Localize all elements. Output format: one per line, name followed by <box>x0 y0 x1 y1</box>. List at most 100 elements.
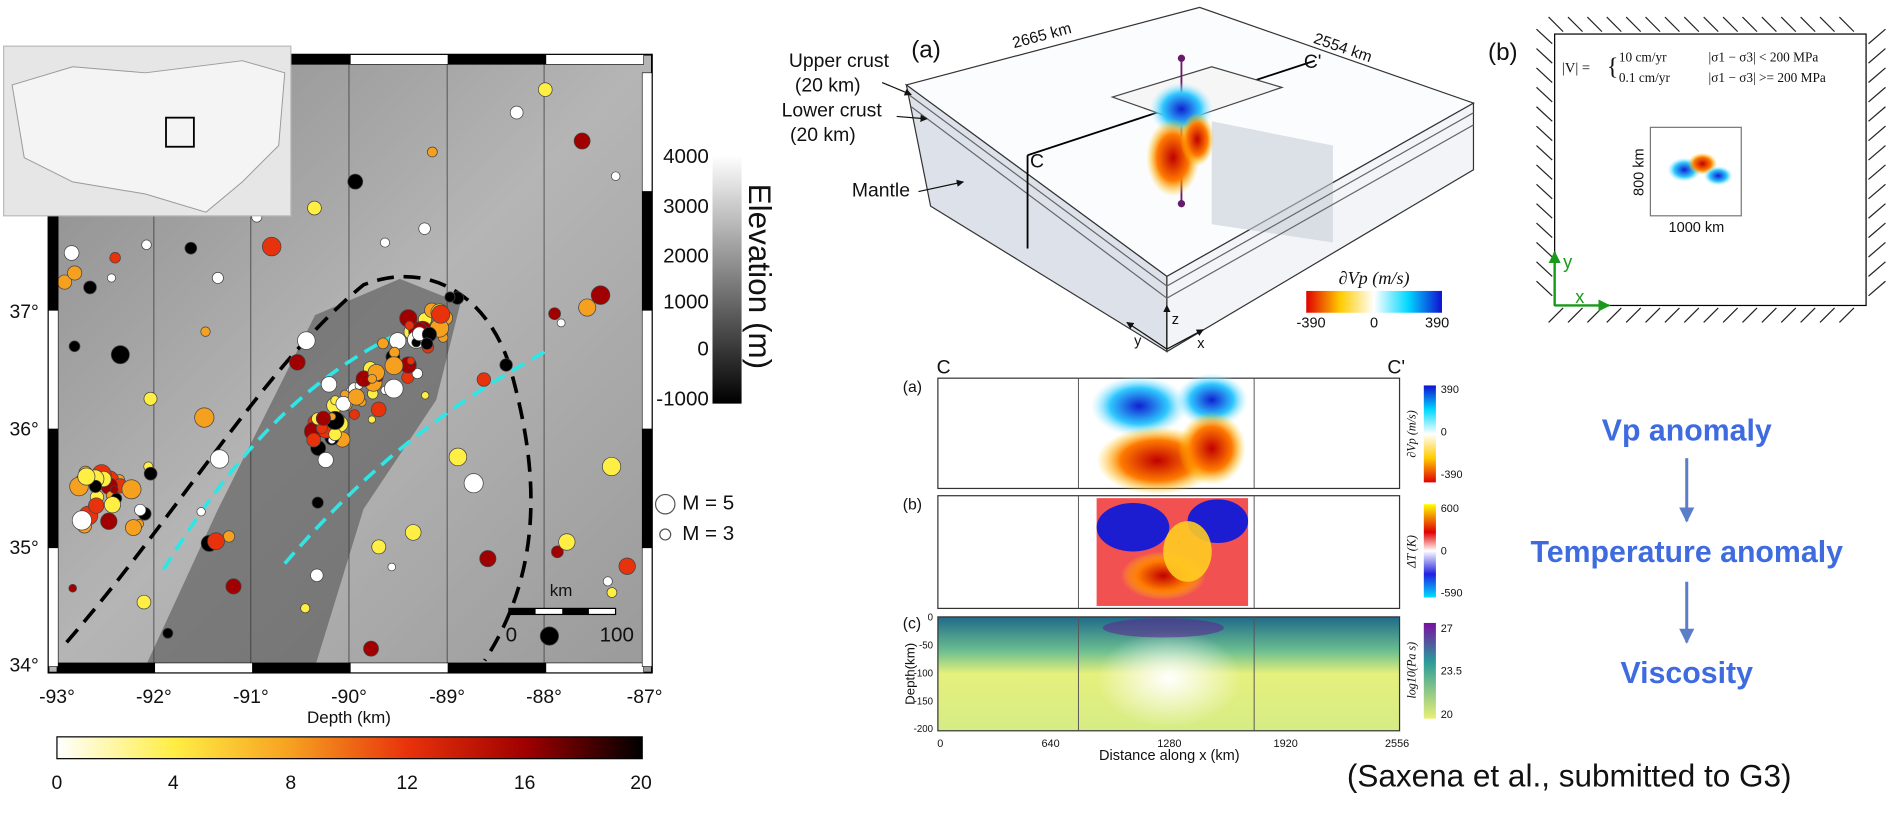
earthquake <box>509 105 524 120</box>
section-shadow <box>1211 121 1333 243</box>
boundary-arrow <box>1868 86 1886 103</box>
earthquake <box>209 449 230 469</box>
earthquake <box>421 391 430 400</box>
border-seg <box>252 662 351 673</box>
colorbar-tick: 0 <box>1441 545 1447 557</box>
earthquake <box>106 273 116 283</box>
earthquake <box>162 627 174 639</box>
inner-width: 1000 km <box>1669 220 1725 236</box>
depth-colorbar <box>56 736 643 760</box>
layer-label: (20 km) <box>790 124 856 146</box>
earthquake <box>143 466 158 481</box>
arrow <box>896 114 928 122</box>
earthquake <box>211 272 224 284</box>
depth-tick: 8 <box>285 772 296 794</box>
boundary-arrow <box>1536 222 1553 239</box>
earthquake <box>418 222 431 235</box>
border-seg <box>545 54 644 65</box>
formula: 10 cm/yr <box>1619 49 1667 64</box>
lon-tick: -93° <box>39 686 75 708</box>
earthquake <box>448 447 468 467</box>
boundary-arrow <box>1868 28 1886 45</box>
colorbar <box>1306 290 1442 313</box>
border-seg <box>56 662 156 673</box>
boundary-arrow <box>1800 16 1816 33</box>
anomaly-blob <box>1096 630 1243 728</box>
border-seg <box>447 54 547 65</box>
panel-label: (a) <box>903 379 922 396</box>
earthquake <box>347 173 364 190</box>
earthquake <box>573 132 591 150</box>
boundary-arrow <box>1536 48 1553 64</box>
depth-tick: -150 <box>914 696 934 707</box>
flow: Vp anomaly Temperature anomaly Viscosity… <box>1347 415 1843 794</box>
colorbar-tick: -390 <box>1297 315 1326 331</box>
elevation-label: Elevation (m) <box>742 184 778 370</box>
flow-step: Temperature anomaly <box>1531 536 1844 569</box>
lon-tick: -91° <box>233 686 269 708</box>
colorbar-tick: 27 <box>1441 623 1453 635</box>
colorbar-tick: 390 <box>1441 384 1459 396</box>
earthquake <box>538 82 553 97</box>
model-3d: (a) 2665 km 2554 km C C' Upper crust (20… <box>782 6 1475 353</box>
earthquake <box>63 245 80 261</box>
boundary-arrow <box>1868 125 1886 142</box>
earthquake <box>380 237 390 248</box>
earthquake <box>222 530 236 543</box>
x-label: Depth (km) <box>307 708 391 727</box>
colorbar <box>1423 385 1436 483</box>
elevation-tick: 4000 <box>663 145 709 168</box>
colorbar-title: log10(Pa s) <box>1405 642 1419 699</box>
boundary-arrow <box>1664 16 1680 33</box>
border-seg <box>545 662 644 673</box>
earthquake <box>311 496 324 509</box>
lon-tick: -89° <box>429 686 465 708</box>
earthquake <box>317 451 334 468</box>
border-seg <box>641 428 653 549</box>
elevation-tick: 1000 <box>663 290 709 313</box>
section-end: C <box>1030 151 1044 173</box>
inset-box <box>165 116 195 148</box>
border-seg <box>154 662 253 673</box>
lat-tick: 35° <box>9 537 38 559</box>
earthquake <box>184 241 198 255</box>
earthquake <box>610 171 621 181</box>
earthquake <box>67 265 83 281</box>
border-seg <box>48 428 59 549</box>
earthquake <box>384 378 404 399</box>
earthquake <box>297 331 316 350</box>
boundary-arrow <box>1780 16 1797 33</box>
boundary-arrow <box>1868 48 1886 64</box>
boundary-arrow <box>1536 67 1553 83</box>
earthquake <box>602 576 613 587</box>
lon-tick: -88° <box>526 686 562 708</box>
boundary-arrow <box>1868 67 1886 83</box>
boundary-arrow <box>1868 164 1886 180</box>
boundary-arrow <box>1567 307 1583 323</box>
distance-tick: 2556 <box>1385 738 1409 750</box>
boundary-arrow <box>1586 16 1603 33</box>
earthquake <box>618 557 636 575</box>
earthquake <box>548 307 561 321</box>
earthquake <box>463 473 484 494</box>
earthquake <box>578 298 597 317</box>
depth-tick: 16 <box>514 772 536 794</box>
colorbar-tick: -390 <box>1441 469 1463 481</box>
elevation-tick: 2000 <box>663 244 709 267</box>
earthquake <box>109 252 121 264</box>
earthquake <box>406 356 416 365</box>
boundary-arrow <box>1868 242 1886 258</box>
axis-arrow <box>1126 321 1168 350</box>
boundary-arrow <box>1703 307 1719 323</box>
boundary-arrow <box>1800 307 1816 323</box>
earthquake <box>310 568 324 582</box>
boundary-arrow <box>1868 280 1886 297</box>
border-seg <box>350 662 449 673</box>
earthquake <box>371 539 387 555</box>
earthquake <box>335 395 352 412</box>
axis-label: z <box>1172 312 1179 328</box>
inset-land <box>11 60 286 213</box>
boundary-arrow <box>1868 145 1886 161</box>
